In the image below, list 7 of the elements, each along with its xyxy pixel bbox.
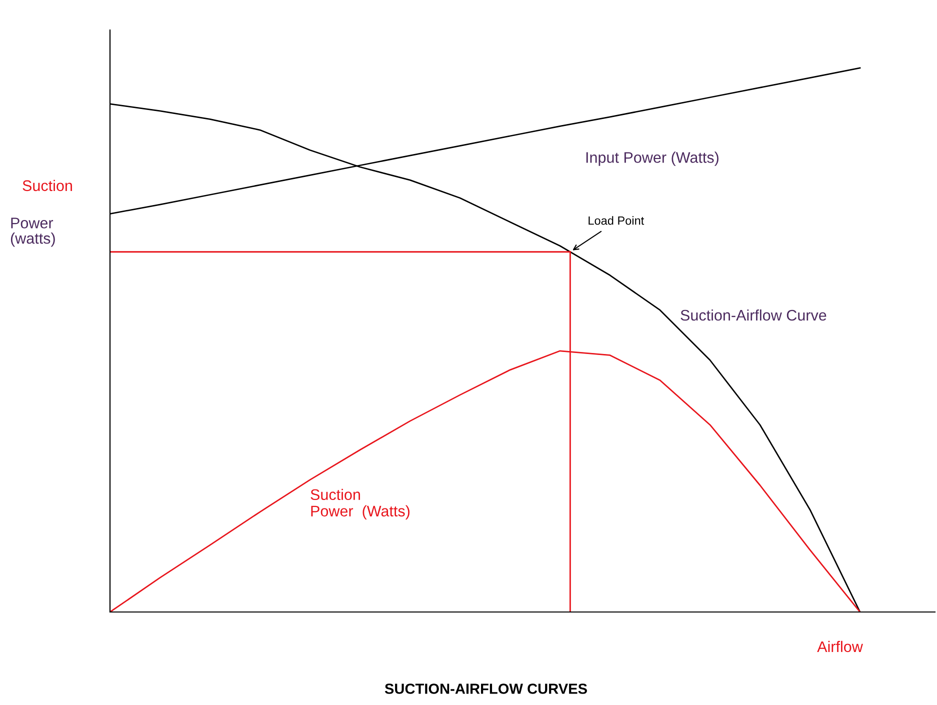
series-label: Suction Power (Watts) [310, 488, 410, 520]
series-label: Suction-Airflow Curve [680, 309, 826, 321]
text: Suction Power (watts) [10, 180, 72, 247]
series-label: Input Power (Watts) [586, 152, 718, 166]
text: SUCTION-AIRFLOW CURVES [384, 684, 587, 694]
x-axis-title: Airflow [817, 640, 863, 652]
annotation: Load Point [588, 216, 644, 225]
